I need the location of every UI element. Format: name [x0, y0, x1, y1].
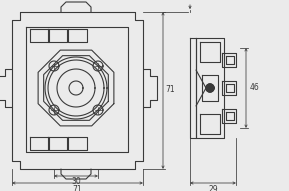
Text: 29: 29 [208, 185, 218, 191]
Polygon shape [206, 84, 214, 92]
Text: 71: 71 [165, 86, 175, 95]
Text: 71: 71 [72, 185, 82, 191]
Text: 46: 46 [249, 83, 259, 92]
Text: 30: 30 [71, 176, 81, 185]
